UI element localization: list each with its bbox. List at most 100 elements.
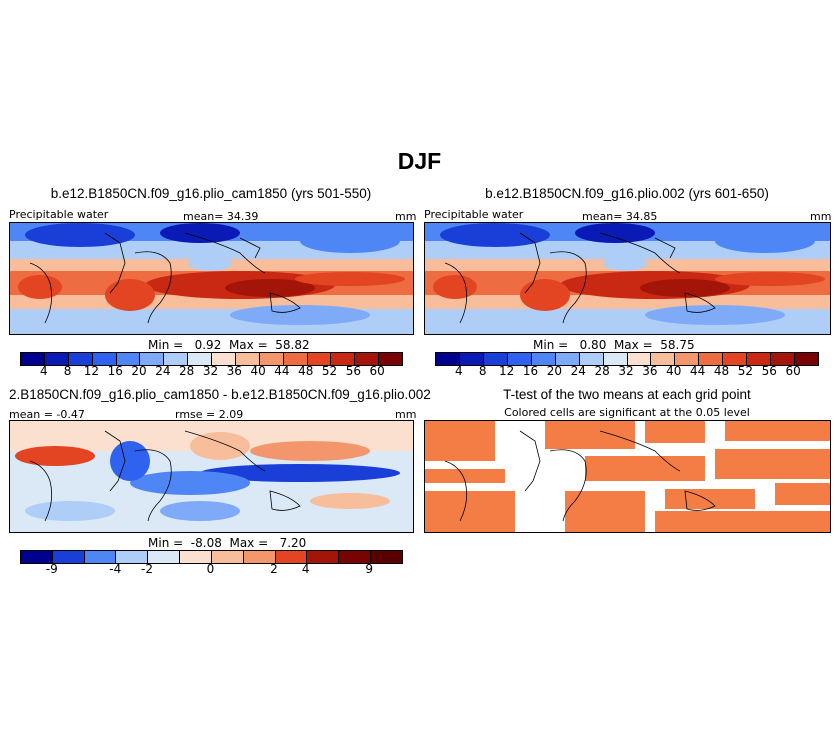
colorbar-tick-label: 12 xyxy=(498,364,515,378)
colorbar-cell xyxy=(68,353,93,365)
panel3-colorbar-labels: -9 -4 -2 0 2 4 9 xyxy=(20,562,401,576)
colorbar-cell xyxy=(627,353,652,365)
main-title: DJF xyxy=(397,148,442,174)
colorbar-tick-label: 16 xyxy=(107,364,123,378)
panel1-precip-map xyxy=(9,222,414,335)
colorbar-cell xyxy=(188,353,212,365)
colorbar-cell xyxy=(339,551,372,563)
colorbar-cell xyxy=(21,353,45,365)
colorbar-cell xyxy=(212,353,236,365)
panel2-variable-label: Precipitable water xyxy=(424,208,524,221)
panel1-units-label: mm xyxy=(395,210,417,223)
colorbar-tick-label: 52 xyxy=(737,364,754,378)
colorbar-cell xyxy=(771,353,796,365)
panel1-mean-label: mean= 34.39 xyxy=(183,210,259,223)
colorbar-cell xyxy=(259,353,284,365)
colorbar-cell xyxy=(164,353,189,365)
panel2-mean-label: mean= 34.85 xyxy=(582,210,658,223)
colorbar-cell xyxy=(436,353,460,365)
colorbar-tick-label: 40 xyxy=(666,364,682,378)
colorbar-cell xyxy=(180,551,212,563)
panel4-map-graphic xyxy=(425,421,830,532)
panel3-colorbar xyxy=(20,550,403,564)
colorbar-tick-label: 8 xyxy=(478,364,487,378)
colorbar-tick-label: 52 xyxy=(321,364,338,378)
colorbar-cell xyxy=(235,353,260,365)
colorbar-tick-label: 60 xyxy=(785,364,801,378)
colorbar-tick-label: 4 xyxy=(39,364,48,378)
colorbar-cell xyxy=(579,353,604,365)
panel2-colorbar-labels: 4 8 12 16 20 24 28 32 36 40 44 48 52 56 60 xyxy=(435,364,817,378)
colorbar-cell xyxy=(507,353,532,365)
colorbar-cell xyxy=(140,353,165,365)
colorbar-cell xyxy=(44,353,69,365)
colorbar-cell xyxy=(355,353,380,365)
panel2-map-graphic xyxy=(425,223,830,334)
panel1-title: b.e12.B1850CN.f09_g16.plio_cam1850 (yrs … xyxy=(50,186,372,201)
colorbar-tick-label: 20 xyxy=(131,364,147,378)
panel3-rmse-label: rmse = 2.09 xyxy=(175,408,244,421)
colorbar-cell xyxy=(675,353,700,365)
colorbar-cell xyxy=(275,551,308,563)
panel2-precip-map xyxy=(424,222,831,335)
colorbar-cell xyxy=(651,353,676,365)
colorbar-cell xyxy=(331,353,356,365)
colorbar-tick-label: 36 xyxy=(226,364,242,378)
colorbar-tick-label: 44 xyxy=(689,364,706,378)
colorbar-tick-label: 60 xyxy=(369,364,385,378)
colorbar-tick-label: 32 xyxy=(618,364,634,378)
colorbar-tick-label: 24 xyxy=(155,364,171,378)
colorbar-cell xyxy=(283,353,308,365)
colorbar-cell xyxy=(243,551,276,563)
colorbar-cell xyxy=(307,551,340,563)
colorbar-cell xyxy=(84,551,117,563)
colorbar-cell xyxy=(555,353,580,365)
colorbar-tick-label: 56 xyxy=(345,364,362,378)
panel4-title: T-test of the two means at each grid poi… xyxy=(503,387,751,402)
panel3-minmax: Min = -8.08 Max = 7.20 xyxy=(145,536,310,550)
panel1-map-graphic xyxy=(10,223,413,334)
panel3-units-label: mm xyxy=(395,408,417,421)
colorbar-tick-label: 24 xyxy=(570,364,586,378)
colorbar-tick-label: 40 xyxy=(250,364,266,378)
colorbar-tick-label: 8 xyxy=(63,364,72,378)
colorbar-cell xyxy=(723,353,748,365)
colorbar-tick-label: 2 xyxy=(270,562,278,576)
colorbar-cell xyxy=(116,551,149,563)
colorbar-cell xyxy=(795,353,818,365)
panel3-mean-label: mean = -0.47 xyxy=(9,408,85,421)
colorbar-tick-label: 56 xyxy=(761,364,777,378)
colorbar-tick-label: 48 xyxy=(298,364,314,378)
panel2-minmax: Min = 0.80 Max = 58.75 xyxy=(530,338,698,352)
colorbar-cell xyxy=(747,353,772,365)
colorbar-cell xyxy=(699,353,724,365)
colorbar-tick-label: 48 xyxy=(713,364,730,378)
panel3-difference-map xyxy=(9,420,414,533)
colorbar-cell xyxy=(211,551,244,563)
panel3-map-graphic xyxy=(10,421,413,532)
panel4-ttest-map xyxy=(424,420,831,533)
panel1-minmax: Min = 0.92 Max = 58.82 xyxy=(145,338,313,352)
colorbar-cell xyxy=(531,353,556,365)
colorbar-cell xyxy=(148,551,181,563)
colorbar-cell xyxy=(371,551,402,563)
colorbar-tick-label: 12 xyxy=(83,364,100,378)
panel1-colorbar xyxy=(20,352,403,366)
colorbar-tick-label: 16 xyxy=(522,364,539,378)
colorbar-tick-label: -4 xyxy=(109,562,122,576)
colorbar-tick-label: -2 xyxy=(141,562,153,576)
colorbar-tick-label: 28 xyxy=(594,364,610,378)
colorbar-cell xyxy=(307,353,332,365)
panel3-title: 2.B1850CN.f09_g16.plio_cam1850 - b.e12.B… xyxy=(9,387,431,402)
panel4-subtitle: Colored cells are significant at the 0.0… xyxy=(504,406,750,419)
panel2-colorbar xyxy=(435,352,819,366)
panel1-colorbar-labels: 4 8 12 16 20 24 28 32 36 40 44 48 52 56 60 xyxy=(20,364,401,378)
colorbar-tick-label: 44 xyxy=(274,364,290,378)
colorbar-cell xyxy=(116,353,141,365)
panel2-title: b.e12.B1850CN.f09_g16.plio.002 (yrs 601-… xyxy=(485,186,769,201)
panel1-variable-label: Precipitable water xyxy=(9,208,109,221)
colorbar-cell xyxy=(603,353,628,365)
colorbar-cell xyxy=(379,353,402,365)
colorbar-tick-label: 9 xyxy=(365,562,374,576)
colorbar-cell xyxy=(52,551,85,563)
